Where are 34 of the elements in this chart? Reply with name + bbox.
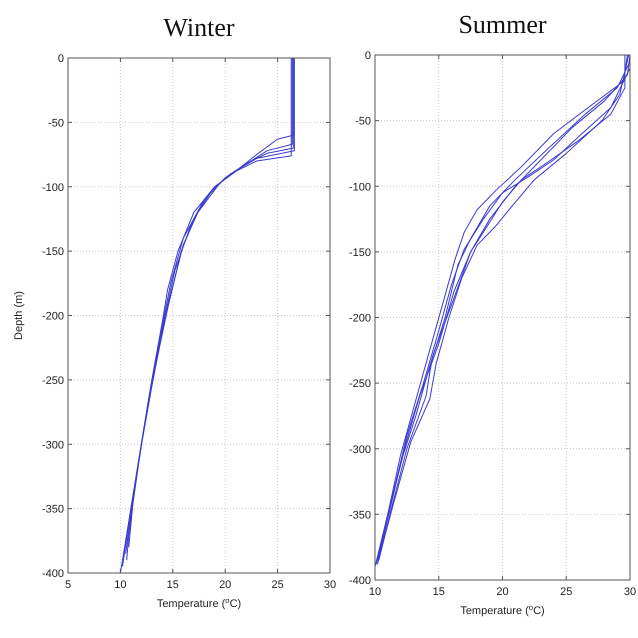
x-tick-label: 15 [166, 579, 179, 591]
y-tick-label: -250 [42, 374, 64, 387]
x-tick-label: 30 [324, 579, 336, 591]
chart-title: Summer [458, 10, 547, 39]
x-tick-label: 25 [560, 586, 572, 598]
y-tick-label: -200 [42, 310, 64, 322]
y-axis-title: Depth (m) [13, 291, 25, 340]
y-tick-label: -300 [348, 444, 371, 456]
y-tick-label: -100 [348, 181, 371, 194]
y-tick-label: -150 [42, 246, 64, 258]
x-tick-label: 30 [624, 586, 636, 598]
y-tick-label: -350 [42, 504, 64, 516]
x-tick-label: 5 [64, 579, 72, 591]
y-tick-label: 0 [364, 50, 371, 62]
chart-title: Winter [163, 13, 235, 42]
y-tick-label: -400 [348, 575, 371, 587]
y-tick-label: -200 [348, 312, 371, 324]
y-tick-label: -150 [348, 246, 371, 259]
x-tick-label: 10 [368, 586, 382, 598]
x-axis-title: Temperature ($^{o}$C) [156, 596, 242, 610]
x-axis-title: Temperature ($^{o}$C) [460, 602, 545, 617]
x-tick-label: 20 [219, 579, 232, 591]
y-tick-label: -350 [348, 509, 371, 522]
y-tick-label: -300 [42, 439, 64, 452]
y-tick-label: -100 [42, 182, 64, 194]
y-tick-label: -400 [42, 568, 64, 580]
x-tick-label: 10 [114, 579, 127, 591]
y-tick-label: -250 [348, 378, 371, 390]
y-tick-label: -50 [355, 116, 371, 128]
x-tick-label: 25 [271, 579, 284, 591]
y-tick-label: 0 [58, 53, 64, 65]
y-tick-label: -50 [48, 117, 64, 130]
x-tick-label: 15 [432, 586, 445, 598]
x-tick-label: 20 [496, 586, 509, 598]
